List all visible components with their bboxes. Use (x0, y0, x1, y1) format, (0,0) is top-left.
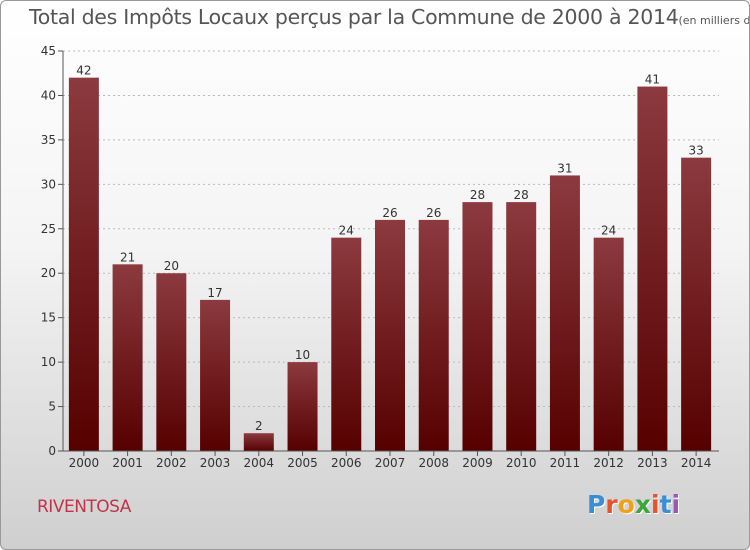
x-tick-label: 2004 (244, 456, 275, 470)
logo-letter: x (634, 490, 651, 519)
bar-2004 (243, 433, 274, 451)
y-tick-label: 45 (41, 44, 56, 58)
x-tick-label: 2006 (331, 456, 362, 470)
data-label: 26 (382, 206, 397, 220)
bar-2014 (681, 157, 712, 451)
chart-title-main: Total des Impôts Locaux perçus par la Co… (29, 5, 679, 29)
data-label: 31 (557, 161, 572, 175)
x-tick-label: 2003 (200, 456, 231, 470)
y-tick-label: 35 (41, 133, 56, 147)
x-tick-label: 2001 (112, 456, 143, 470)
bar-2000 (68, 77, 99, 452)
x-tick-label: 2012 (593, 456, 624, 470)
y-tick-label: 30 (41, 177, 56, 191)
y-tick-label: 10 (41, 355, 56, 369)
data-label: 17 (207, 286, 222, 300)
commune-name: RIVENTOSA (37, 497, 131, 517)
proxiti-logo: Proxiti (587, 490, 680, 519)
labels: 0 5 10 15 20 25 30 35 40 45 2000 42 2001 21 2002 20 2003… (41, 44, 712, 470)
x-tick-label: 2007 (375, 456, 406, 470)
x-tick-label: 2000 (69, 456, 100, 470)
logo-letter: i (651, 490, 660, 519)
data-label: 28 (514, 188, 529, 202)
axes (58, 50, 719, 456)
y-tick-label: 15 (41, 311, 56, 325)
x-tick-label: 2013 (637, 456, 668, 470)
y-tick-label: 40 (41, 88, 56, 102)
chart-title: Total des Impôts Locaux perçus par la Co… (29, 5, 750, 29)
data-label: 28 (470, 188, 485, 202)
data-label: 26 (426, 206, 441, 220)
x-tick-label: 2008 (418, 456, 449, 470)
bar-2013 (637, 86, 668, 452)
bar-2009 (462, 202, 493, 451)
data-label: 21 (120, 250, 135, 264)
data-label: 41 (645, 73, 660, 87)
data-label: 42 (76, 64, 91, 78)
x-tick-label: 2005 (287, 456, 318, 470)
logo-letter: r (605, 490, 618, 519)
x-tick-label: 2002 (156, 456, 187, 470)
logo-letter: t (659, 490, 672, 519)
logo-letter: P (587, 490, 606, 519)
y-tick-label: 20 (41, 266, 56, 280)
bar-2001 (112, 264, 143, 451)
bar-2006 (331, 237, 362, 451)
data-label: 24 (601, 224, 616, 238)
bar-2005 (287, 362, 318, 451)
bar-2008 (418, 219, 449, 451)
data-label: 10 (295, 348, 310, 362)
bar-2007 (375, 219, 405, 451)
data-label: 24 (339, 224, 354, 238)
y-tick-label: 0 (48, 444, 56, 458)
chart-title-unit: (en milliers d'€) (678, 14, 750, 27)
x-tick-label: 2011 (550, 456, 581, 470)
bar-2010 (506, 202, 537, 451)
bars (68, 77, 712, 452)
bar-2002 (156, 273, 187, 451)
x-tick-label: 2010 (506, 456, 537, 470)
data-label: 33 (688, 144, 703, 158)
y-tick-label: 5 (48, 400, 56, 414)
y-tick-label: 25 (41, 222, 56, 236)
data-label: 20 (164, 259, 179, 273)
logo-letter: o (617, 490, 635, 519)
bar-2011 (549, 175, 580, 451)
data-label: 2 (255, 419, 263, 433)
logo-letter: i (671, 490, 681, 519)
bar-2003 (200, 299, 231, 451)
x-tick-label: 2014 (681, 456, 712, 470)
bar-2012 (593, 237, 624, 451)
x-tick-label: 2009 (462, 456, 493, 470)
